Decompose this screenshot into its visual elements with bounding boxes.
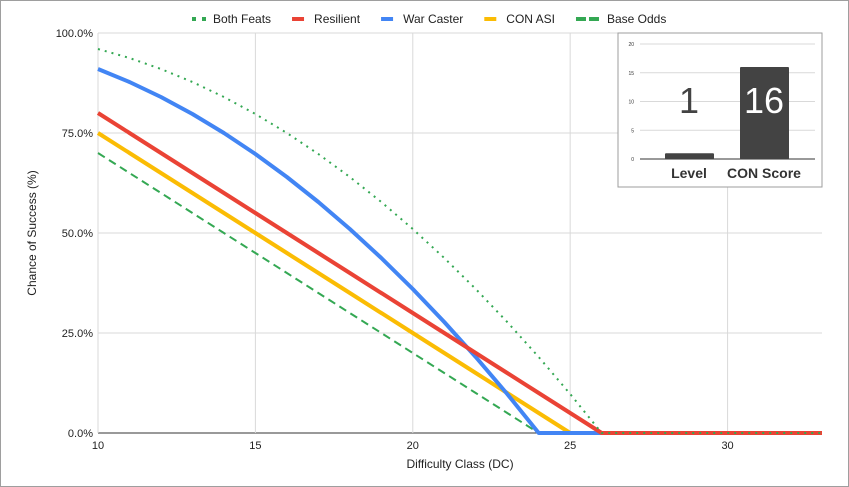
inset-category-label: CON Score — [727, 165, 801, 181]
y-tick-label: 100.0% — [56, 28, 94, 40]
legend-swatch — [484, 17, 497, 21]
series-line-base-odds — [97, 152, 822, 434]
x-tick-label: 15 — [249, 440, 261, 452]
inset-category-label: Level — [671, 165, 707, 181]
legend-label: Resilient — [314, 12, 361, 26]
legend-item: Base Odds — [575, 12, 666, 26]
x-tick-label: 25 — [564, 440, 576, 452]
legend: Both Feats Resilient War Caster CON ASI Base… — [192, 12, 666, 26]
legend-item: CON ASI — [484, 12, 555, 26]
legend-item: War Caster — [381, 12, 463, 26]
legend-swatch — [202, 17, 206, 21]
legend-swatch — [192, 17, 196, 21]
inset-data-label: 16 — [744, 80, 784, 121]
inset-y-tick-label: 5 — [631, 128, 634, 134]
inset-frame — [617, 32, 823, 188]
axes: 0.0%25.0%50.0%75.0%100.0%10 15 20 25 30 — [56, 28, 734, 452]
inset-y-tick-label: 20 — [628, 42, 634, 48]
legend-swatch — [575, 17, 586, 21]
y-tick-label: 25.0% — [62, 328, 93, 340]
series-line-resilient — [96, 111, 822, 435]
inset-bar — [665, 153, 714, 159]
legend-swatch — [292, 17, 305, 21]
legend-swatch — [381, 17, 394, 21]
inset-bar — [740, 67, 789, 159]
series-lines — [96, 48, 822, 435]
x-tick-label: 10 — [92, 440, 104, 452]
y-tick-label: 75.0% — [62, 128, 93, 140]
x-axis-label: Difficulty Class (DC) — [406, 457, 513, 471]
legend-item: Resilient — [292, 12, 361, 26]
inset-y-tick-label: 15 — [628, 71, 634, 77]
inset-bar-chart: 0 5 10 15 20 1 Level 16 CON Score — [617, 32, 823, 188]
x-tick-label: 20 — [407, 440, 419, 452]
y-tick-label: 50.0% — [62, 228, 93, 240]
inset-y-tick-label: 10 — [628, 100, 634, 106]
legend-swatch — [588, 17, 599, 21]
legend-label: Base Odds — [607, 12, 666, 26]
legend-label: War Caster — [403, 12, 463, 26]
legend-item: Both Feats — [192, 12, 271, 26]
y-axis-label: Chance of Success (%) — [25, 170, 39, 295]
x-tick-label: 30 — [721, 440, 733, 452]
inset-y-tick-label: 0 — [631, 157, 634, 163]
legend-label: CON ASI — [506, 12, 555, 26]
inset-data-label: 1 — [679, 80, 699, 121]
y-tick-label: 0.0% — [68, 428, 93, 440]
legend-label: Both Feats — [213, 12, 271, 26]
